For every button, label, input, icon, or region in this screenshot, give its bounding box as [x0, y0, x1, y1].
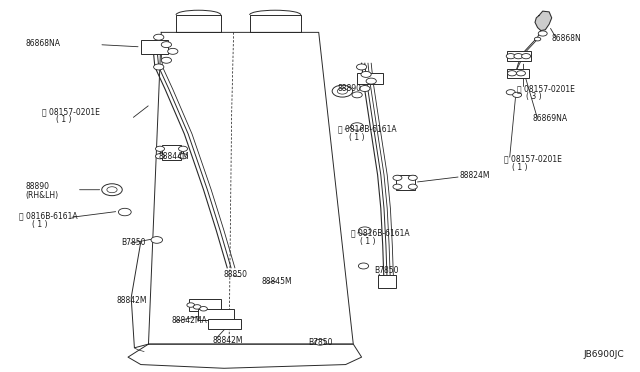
- Text: Ⓡ 0816B-6161A: Ⓡ 0816B-6161A: [338, 125, 397, 134]
- Circle shape: [366, 78, 376, 84]
- Circle shape: [408, 175, 417, 180]
- Circle shape: [361, 71, 371, 77]
- Circle shape: [161, 57, 172, 63]
- Text: 88890: 88890: [26, 182, 50, 191]
- Circle shape: [356, 64, 367, 70]
- Text: ( 1 ): ( 1 ): [360, 237, 375, 246]
- Bar: [208, 319, 241, 329]
- Circle shape: [102, 184, 122, 196]
- Text: B7850: B7850: [122, 238, 146, 247]
- Circle shape: [332, 85, 353, 97]
- Text: 88842M: 88842M: [116, 296, 147, 305]
- Circle shape: [393, 184, 402, 189]
- Circle shape: [151, 237, 163, 243]
- Text: 88842M: 88842M: [212, 336, 243, 344]
- Circle shape: [154, 64, 164, 70]
- Bar: [507, 69, 529, 78]
- Circle shape: [179, 154, 188, 159]
- Circle shape: [506, 90, 515, 95]
- Circle shape: [156, 154, 164, 159]
- Bar: [378, 275, 396, 288]
- Text: 88824M: 88824M: [460, 171, 490, 180]
- Bar: [357, 73, 383, 84]
- Circle shape: [118, 208, 131, 216]
- Bar: [198, 309, 234, 320]
- Text: ( 1 ): ( 1 ): [56, 115, 72, 124]
- Circle shape: [107, 187, 117, 193]
- Polygon shape: [535, 11, 552, 31]
- Text: 88842MA: 88842MA: [172, 316, 207, 325]
- Text: 88844M: 88844M: [159, 153, 189, 161]
- Text: Ⓑ 0816B-6161A: Ⓑ 0816B-6161A: [351, 229, 410, 238]
- Text: Ⓑ 08157-0201E: Ⓑ 08157-0201E: [517, 84, 575, 93]
- Text: (RH&LH): (RH&LH): [26, 191, 59, 200]
- Circle shape: [534, 37, 541, 41]
- Circle shape: [508, 71, 516, 76]
- Circle shape: [352, 92, 362, 98]
- Circle shape: [156, 146, 164, 151]
- Text: ( 1 ): ( 1 ): [349, 133, 364, 142]
- Text: Ⓑ 08157-0201E: Ⓑ 08157-0201E: [42, 107, 99, 116]
- Circle shape: [337, 88, 348, 94]
- Circle shape: [393, 175, 402, 180]
- Text: 86869NA: 86869NA: [532, 114, 568, 123]
- Circle shape: [358, 227, 371, 234]
- Bar: [189, 299, 221, 311]
- Circle shape: [538, 31, 547, 36]
- Text: Ⓑ 0816B-6161A: Ⓑ 0816B-6161A: [19, 211, 78, 220]
- Text: JB6900JC: JB6900JC: [584, 350, 624, 359]
- Circle shape: [516, 71, 525, 76]
- Circle shape: [522, 54, 531, 59]
- Bar: [141, 40, 168, 54]
- Text: ( 1 ): ( 1 ): [32, 220, 47, 229]
- Circle shape: [179, 146, 188, 151]
- Text: 86868NA: 86868NA: [26, 39, 61, 48]
- Text: 88850: 88850: [224, 270, 248, 279]
- Circle shape: [408, 184, 417, 189]
- Circle shape: [514, 54, 523, 59]
- Circle shape: [358, 263, 369, 269]
- Text: ( 3 ): ( 3 ): [526, 92, 541, 101]
- Circle shape: [513, 92, 522, 97]
- Circle shape: [200, 307, 207, 311]
- Text: 88845M: 88845M: [261, 278, 292, 286]
- Text: B7850: B7850: [374, 266, 399, 275]
- Bar: [162, 145, 181, 160]
- Circle shape: [154, 34, 164, 40]
- Circle shape: [315, 339, 325, 345]
- Circle shape: [351, 123, 364, 130]
- Circle shape: [506, 54, 515, 59]
- Text: Ⓑ 08157-0201E: Ⓑ 08157-0201E: [504, 155, 562, 164]
- Circle shape: [161, 42, 172, 48]
- Circle shape: [193, 305, 201, 309]
- Bar: [396, 175, 415, 190]
- Text: 88890: 88890: [338, 84, 362, 93]
- Circle shape: [187, 303, 195, 307]
- Bar: [507, 51, 531, 61]
- Text: 86868N: 86868N: [552, 34, 581, 43]
- Circle shape: [360, 86, 370, 92]
- Text: B7850: B7850: [308, 339, 333, 347]
- Text: ( 1 ): ( 1 ): [512, 163, 527, 172]
- Circle shape: [168, 48, 178, 54]
